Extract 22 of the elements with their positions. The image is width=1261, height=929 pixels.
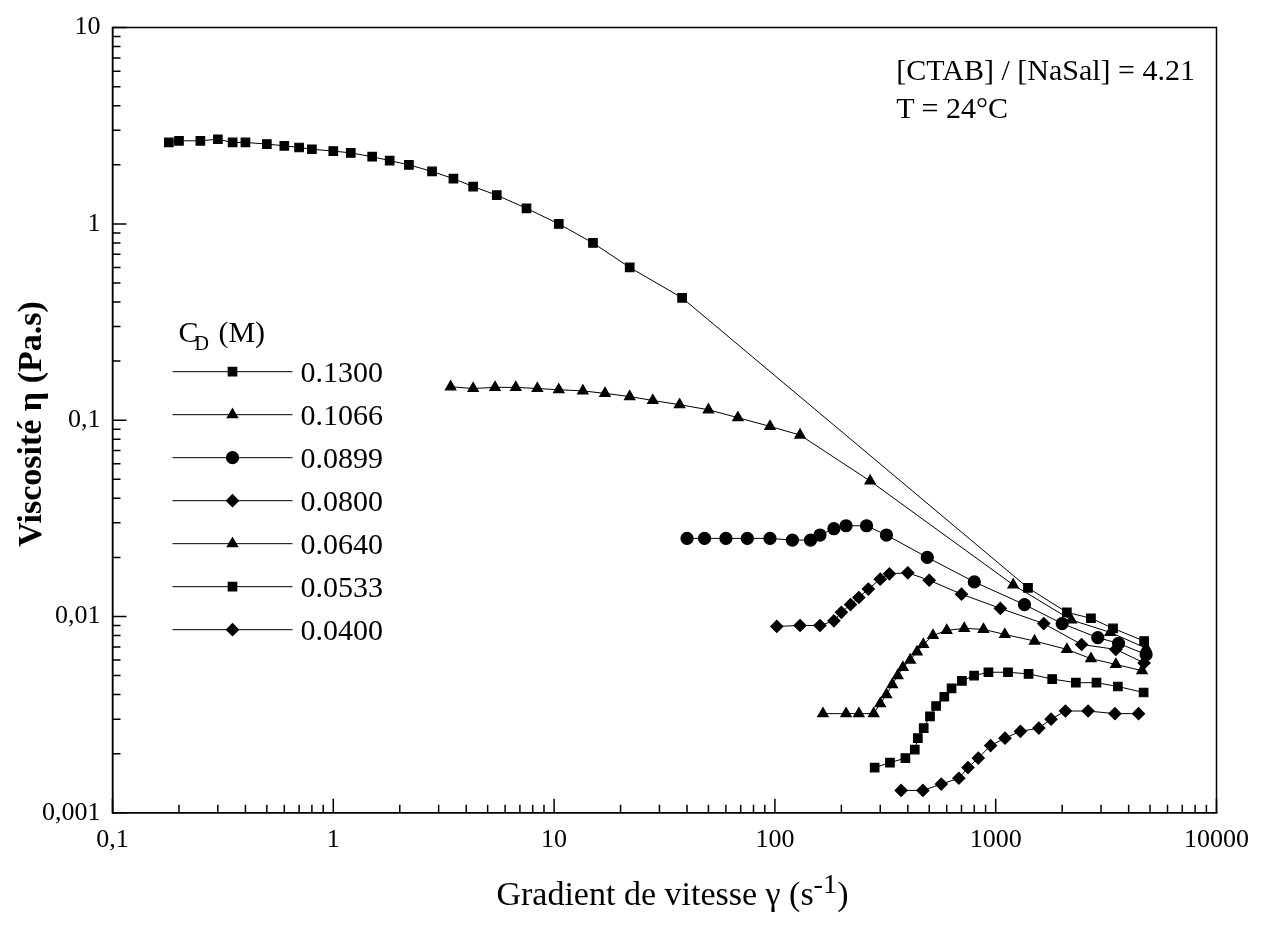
legend-label: 0.0400 bbox=[300, 612, 383, 646]
x-tick-label: 0,1 bbox=[96, 824, 129, 854]
y-tick-label: 1 bbox=[87, 207, 101, 237]
x-axis-title: Gradient de vitesse γ (s$^{-1}$) bbox=[495, 868, 850, 914]
y-tick-label: 0,001 bbox=[42, 796, 101, 826]
x-tick-label: 10000 bbox=[1184, 824, 1249, 854]
x-tick-label: 1 bbox=[326, 824, 340, 854]
legend-label: 0.1300 bbox=[300, 354, 383, 388]
annotation: T = 24°C bbox=[896, 90, 1009, 124]
x-tick-label: 100 bbox=[755, 824, 795, 854]
x-tick-label: 1000 bbox=[969, 824, 1022, 854]
legend-label: 0.0800 bbox=[300, 483, 383, 517]
y-tick-label: 0,1 bbox=[68, 404, 101, 434]
x-tick-label: 10 bbox=[541, 824, 568, 854]
legend-label: 0.0899 bbox=[300, 440, 383, 474]
legend-label: 0.1066 bbox=[300, 397, 383, 431]
legend-label: 0.0640 bbox=[300, 526, 383, 560]
y-tick-label: 0,01 bbox=[55, 600, 101, 630]
legend-label: 0.0533 bbox=[300, 569, 383, 603]
y-tick-label: 10 bbox=[74, 11, 101, 41]
annotation: [CTAB] / [NaSal] = 4.21 bbox=[896, 52, 1195, 86]
y-axis-title: Viscosité η (Pa.s) bbox=[11, 301, 48, 547]
